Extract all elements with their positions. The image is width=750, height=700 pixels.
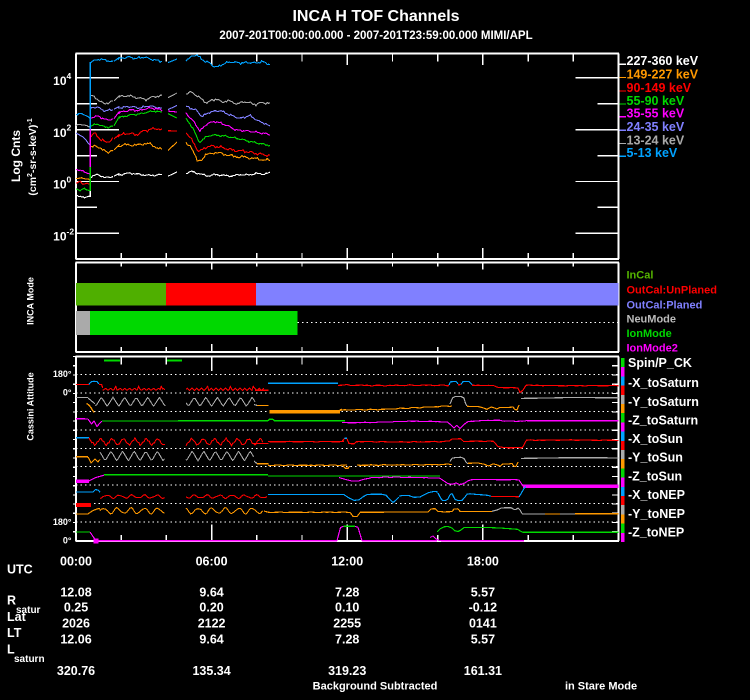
svg-text:OutCal:Planed: OutCal:Planed [627, 300, 703, 312]
svg-text:InCal: InCal [627, 270, 654, 282]
svg-text:2: 2 [67, 123, 72, 133]
svg-text:NeuMode: NeuMode [627, 314, 677, 326]
svg-text:10: 10 [53, 126, 67, 140]
svg-text:00:00: 00:00 [60, 555, 92, 569]
svg-text:2026: 2026 [62, 617, 90, 631]
svg-text:IonMode2: IonMode2 [627, 343, 678, 355]
svg-text:12:00: 12:00 [331, 555, 363, 569]
svg-text:-0.12: -0.12 [469, 601, 498, 615]
svg-text:0°: 0° [63, 388, 72, 398]
svg-text:-Z_toNEP: -Z_toNEP [628, 526, 684, 540]
svg-text:9.64: 9.64 [199, 586, 223, 600]
svg-text:Background Subtracted: Background Subtracted [313, 681, 438, 693]
svg-text:7.28: 7.28 [335, 633, 359, 647]
svg-text:24-35 keV: 24-35 keV [627, 120, 685, 134]
svg-text:90-149 keV: 90-149 keV [627, 81, 692, 95]
svg-text:0.20: 0.20 [199, 601, 223, 615]
svg-text:(cm2-sr-s-keV)-1: (cm2-sr-s-keV)-1 [27, 118, 39, 195]
svg-text:2255: 2255 [333, 617, 361, 631]
svg-text:5-13 keV: 5-13 keV [627, 146, 678, 160]
svg-text:-Y_toSun: -Y_toSun [628, 451, 683, 465]
svg-text:35-55 keV: 35-55 keV [627, 107, 685, 121]
svg-text:12.08: 12.08 [60, 586, 91, 600]
svg-text:9.64: 9.64 [199, 633, 223, 647]
svg-text:4: 4 [67, 71, 72, 81]
svg-text:0°: 0° [63, 536, 72, 546]
svg-text:in Stare Mode: in Stare Mode [565, 681, 637, 693]
svg-text:10: 10 [53, 178, 67, 192]
svg-text:5.57: 5.57 [471, 586, 495, 600]
svg-text:UTC: UTC [7, 563, 33, 577]
svg-text:2007-201T00:00:00.000 - 2007-2: 2007-201T00:00:00.000 - 2007-201T23:59:0… [219, 30, 532, 42]
svg-text:-X_toSun: -X_toSun [628, 432, 683, 446]
svg-text:0: 0 [67, 175, 72, 185]
svg-text:-X_toNEP: -X_toNEP [628, 488, 685, 502]
svg-text:0.10: 0.10 [335, 601, 359, 615]
svg-text:7.28: 7.28 [335, 586, 359, 600]
svg-text:INCA Mode: INCA Mode [26, 277, 36, 325]
svg-text:LT: LT [7, 626, 22, 640]
svg-text:Spin/P_CK: Spin/P_CK [628, 356, 692, 370]
svg-text:0.25: 0.25 [64, 601, 88, 615]
svg-text:-Z_toSaturn: -Z_toSaturn [628, 414, 698, 428]
svg-text:2122: 2122 [198, 617, 226, 631]
svg-text:319.23: 319.23 [328, 664, 366, 678]
svg-text:-Z_toSun: -Z_toSun [628, 470, 682, 484]
svg-text:OutCal:UnPlaned: OutCal:UnPlaned [627, 285, 717, 297]
svg-text:5.57: 5.57 [471, 633, 495, 647]
svg-text:Log Cnts: Log Cnts [9, 130, 23, 182]
svg-text:R: R [7, 594, 16, 608]
svg-text:10: 10 [53, 230, 67, 244]
svg-text:IonMode: IonMode [627, 328, 672, 340]
svg-text:saturn: saturn [14, 654, 45, 665]
svg-text:INCA H TOF Channels: INCA H TOF Channels [292, 8, 459, 25]
svg-text:227-360 keV: 227-360 keV [627, 54, 699, 68]
svg-text:06:00: 06:00 [196, 555, 228, 569]
svg-text:320.76: 320.76 [57, 664, 95, 678]
svg-text:-Y_toNEP: -Y_toNEP [628, 507, 685, 521]
svg-text:180°: 180° [53, 369, 72, 379]
svg-text:180°: 180° [53, 517, 72, 527]
svg-text:135.34: 135.34 [192, 664, 230, 678]
svg-text:-Y_toSaturn: -Y_toSaturn [628, 395, 699, 409]
svg-text:12.06: 12.06 [60, 633, 91, 647]
svg-text:161.31: 161.31 [464, 664, 502, 678]
svg-text:-2: -2 [67, 226, 75, 236]
svg-text:L: L [7, 643, 15, 657]
svg-text:-X_toSaturn: -X_toSaturn [628, 376, 699, 390]
svg-text:18:00: 18:00 [467, 555, 499, 569]
svg-text:Lat: Lat [7, 610, 27, 624]
svg-text:13-24 keV: 13-24 keV [627, 133, 685, 147]
svg-text:10: 10 [53, 74, 67, 88]
svg-text:Cassini Attitude: Cassini Attitude [26, 372, 36, 440]
svg-text:55-90 keV: 55-90 keV [627, 94, 685, 108]
svg-text:0141: 0141 [469, 617, 497, 631]
svg-text:149-227 keV: 149-227 keV [627, 67, 699, 81]
svg-text:satur: satur [16, 605, 41, 616]
